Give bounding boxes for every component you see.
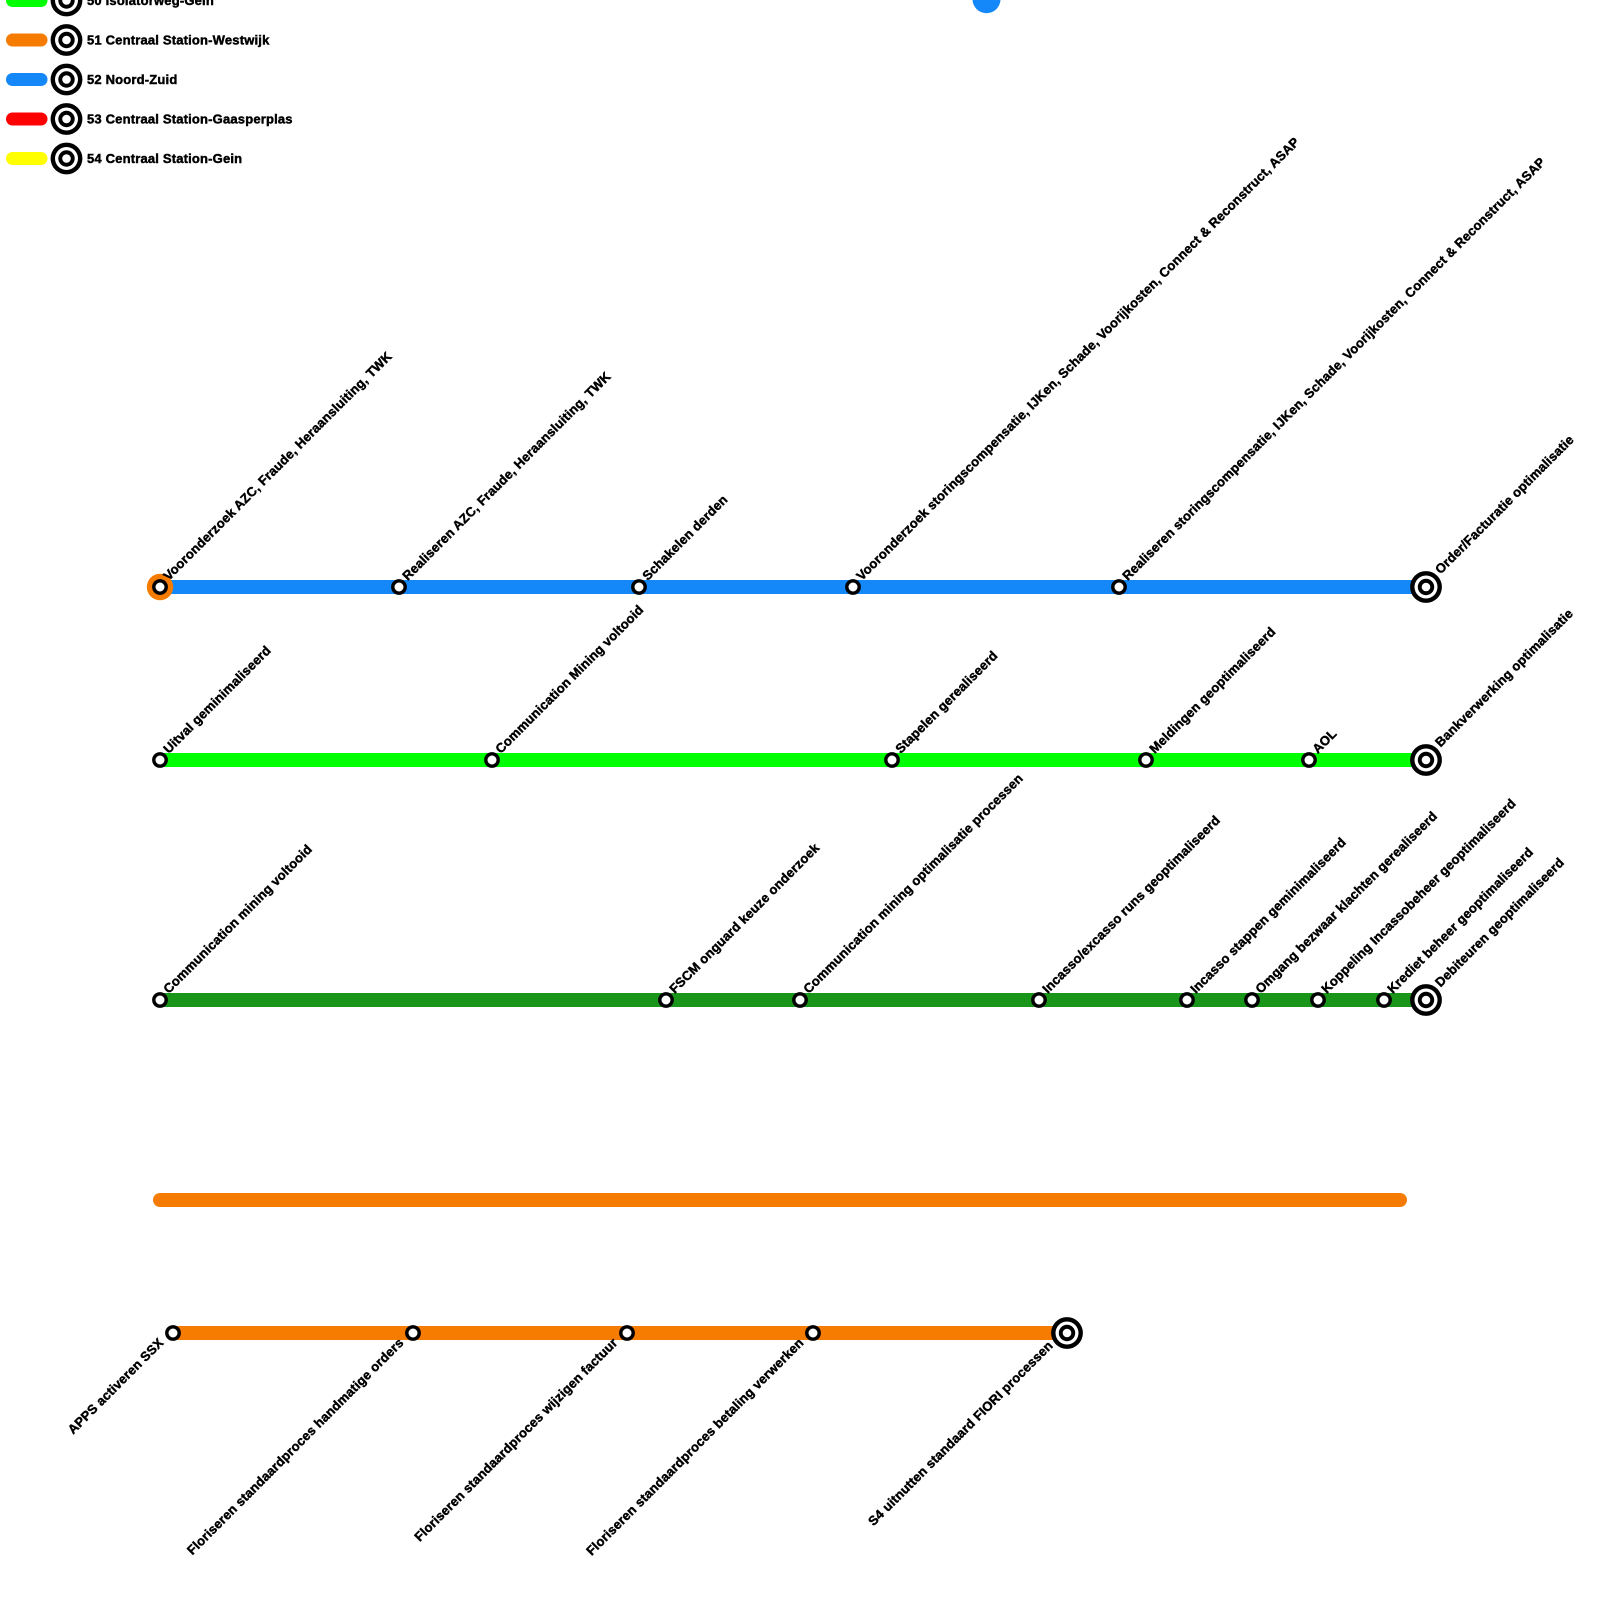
svg-text:Vooronderzoek AZC, Fraude, Her: Vooronderzoek AZC, Fraude, Heraansluitin… bbox=[160, 348, 395, 583]
svg-text:Vooronderzoek storingscompensa: Vooronderzoek storingscompensatie, IJKen… bbox=[853, 134, 1302, 583]
svg-text:Order/Facturatie optimalisatie: Order/Facturatie optimalisatie bbox=[1432, 432, 1577, 577]
svg-text:53 Centraal Station-Gaasperpla: 53 Centraal Station-Gaasperplas bbox=[87, 111, 293, 126]
svg-text:54 Centraal Station-Gein: 54 Centraal Station-Gein bbox=[87, 151, 242, 166]
svg-text:Uitval geminimaliseerd: Uitval geminimaliseerd bbox=[160, 643, 274, 757]
svg-text:52 Noord-Zuid: 52 Noord-Zuid bbox=[87, 72, 177, 87]
svg-text:Floriseren standaardproces han: Floriseren standaardproces handmatige or… bbox=[184, 1335, 407, 1558]
svg-text:Floriseren standaardproces wij: Floriseren standaardproces wijzigen fact… bbox=[411, 1335, 620, 1544]
svg-text:Schakelen derden: Schakelen derden bbox=[639, 492, 730, 583]
svg-text:51 Centraal Station-Westwijk: 51 Centraal Station-Westwijk bbox=[87, 32, 270, 47]
svg-text:FSCM onguard keuze onderzoek: FSCM onguard keuze onderzoek bbox=[666, 840, 823, 997]
svg-text:Krediet beheer geoptimaliseerd: Krediet beheer geoptimaliseerd bbox=[1384, 844, 1536, 996]
svg-text:50 Isolatorweg-Gein: 50 Isolatorweg-Gein bbox=[87, 0, 214, 8]
svg-text:Bankverwerking optimalisatie: Bankverwerking optimalisatie bbox=[1432, 606, 1576, 750]
svg-text:Communication mining voltooid: Communication mining voltooid bbox=[160, 842, 315, 997]
svg-text:Realiseren AZC, Fraude, Heraan: Realiseren AZC, Fraude, Heraansluiting, … bbox=[399, 369, 614, 584]
svg-text:Floriseren standaardproces bet: Floriseren standaardproces betaling verw… bbox=[583, 1335, 806, 1558]
svg-text:Stapelen gerealiseerd: Stapelen gerealiseerd bbox=[892, 648, 1000, 756]
svg-text:Communication mining optimalis: Communication mining optimalisatie proce… bbox=[800, 771, 1026, 997]
svg-text:S4 uitnutten standaard FIORI p: S4 uitnutten standaard FIORI processen bbox=[865, 1338, 1056, 1529]
svg-text:Incasso/excasso runs geoptimal: Incasso/excasso runs geoptimaliseerd bbox=[1039, 812, 1223, 996]
svg-text:Communication Mining voltooid: Communication Mining voltooid bbox=[492, 602, 646, 756]
svg-text:AOL: AOL bbox=[1309, 726, 1339, 756]
svg-text:APPS activeren SSX: APPS activeren SSX bbox=[65, 1335, 167, 1437]
svg-text:Meldingen geoptimaliseerd: Meldingen geoptimaliseerd bbox=[1146, 624, 1278, 756]
